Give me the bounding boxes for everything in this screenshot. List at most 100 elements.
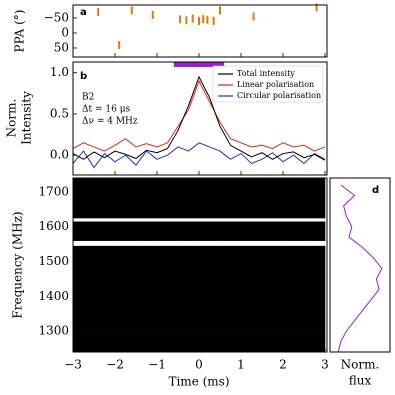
on-pulse-bar [173, 62, 225, 67]
heatmap-cell [157, 292, 179, 315]
heatmap-cell [73, 334, 95, 353]
heatmap-cell [262, 271, 284, 294]
heatmap-cell [241, 198, 263, 219]
heatmap-cell [178, 271, 200, 294]
panel-label: d [372, 185, 379, 196]
panel-label: a [80, 7, 87, 18]
ppa-point [185, 16, 188, 25]
heatmap-cell [241, 221, 263, 241]
heatmap-cell [262, 198, 284, 219]
heatmap-cell [136, 271, 158, 294]
frame [329, 177, 391, 353]
heatmap-cell [178, 292, 200, 315]
y-axis-label: Frequency (MHz) [11, 211, 25, 318]
heatmap-cell [136, 292, 158, 315]
heatmap-cell [220, 334, 242, 353]
intensity-line [72, 75, 326, 161]
ppa-point [206, 15, 209, 24]
heatmap-cell [262, 178, 284, 200]
heatmap-cell [199, 178, 221, 200]
ppa-point [198, 16, 200, 25]
heatmap-cell [115, 334, 137, 353]
x-axis-label: Time (ms) [168, 375, 229, 389]
heatmap-cell [283, 313, 305, 335]
frame [72, 177, 328, 353]
y-tick-label: 1400 [38, 289, 69, 303]
heatmap-cell [157, 271, 179, 294]
y-tick-label: 1600 [38, 219, 69, 233]
heatmap-cell [178, 178, 200, 200]
heatmap-cell [115, 313, 137, 335]
heatmap-cell [199, 292, 221, 315]
heatmap-cell [241, 178, 263, 200]
heatmap-cell [220, 292, 242, 315]
heatmap-cell [94, 334, 116, 353]
heatmap-cell [73, 178, 95, 200]
heatmap-cell [220, 245, 242, 273]
ppa-point [252, 12, 255, 21]
heatmap-cell [94, 178, 116, 200]
ppa-point [219, 6, 221, 15]
heatmap-cell [157, 245, 179, 273]
heatmap-cell [136, 334, 158, 353]
heatmap-cell [94, 271, 116, 294]
heatmap-cell [157, 198, 179, 219]
y-axis-label: Norm. [5, 99, 19, 138]
legend-label: Total intensity [237, 69, 295, 78]
annotation: Δν = 4 MHz [82, 117, 138, 127]
heatmap-cell [73, 271, 95, 294]
y-tick-label: 1700 [38, 184, 69, 198]
heatmap-cell [241, 292, 263, 315]
y-tick-label: 0.5 [50, 106, 69, 120]
heatmap-cell [157, 334, 179, 353]
heatmap-cell [178, 198, 200, 219]
y-tick-label: 1500 [38, 254, 69, 268]
heatmap-cell [73, 313, 95, 335]
heatmap-cell [136, 198, 158, 219]
heatmap-cell [115, 292, 137, 315]
heatmap-cell [262, 313, 284, 335]
heatmap-cell [157, 221, 179, 241]
heatmap-cell [73, 221, 95, 241]
legend-label: Linear polarisation [237, 80, 314, 89]
heatmap-cell [94, 245, 116, 273]
x-axis-label: Norm. [341, 358, 380, 372]
heatmap-cell [115, 198, 137, 219]
x-tick-label: −1 [148, 358, 166, 372]
heatmap-cell [283, 271, 305, 294]
y-axis-label: PPA (°) [13, 10, 27, 53]
heatmap-cell [241, 245, 263, 273]
heatmap-cell [241, 313, 263, 335]
heatmap-cell [199, 221, 221, 241]
heatmap-cell [94, 313, 116, 335]
x-tick-label: 3 [321, 358, 329, 372]
heatmap-cell [283, 178, 305, 200]
heatmap-cell [199, 334, 221, 353]
heatmap-cell [241, 334, 263, 353]
heatmap-cell [178, 245, 200, 273]
frame [72, 4, 328, 58]
heatmap-cell [199, 271, 221, 294]
heatmap-cell [220, 271, 242, 294]
spectrum-line [337, 184, 383, 353]
heatmap-cell [157, 178, 179, 200]
heatmap-cell [283, 334, 305, 353]
heatmap-cell [178, 313, 200, 335]
x-tick-label: −3 [64, 358, 82, 372]
annotation: B2 [82, 93, 94, 103]
heatmap-cell [304, 178, 326, 200]
heatmap-cell [199, 245, 221, 273]
ppa-point [151, 10, 154, 19]
heatmap-cell [115, 245, 137, 273]
ppa-point [179, 15, 182, 24]
heatmap-cell [94, 198, 116, 219]
heatmap-cell [304, 245, 326, 273]
x-tick-label: 1 [237, 358, 245, 372]
heatmap-cell [304, 292, 326, 315]
y-tick-label: 1300 [38, 324, 69, 338]
heatmap-cell [115, 178, 137, 200]
heatmap-cell [136, 245, 158, 273]
heatmap-cell [73, 245, 95, 273]
heatmap-cell [262, 292, 284, 315]
